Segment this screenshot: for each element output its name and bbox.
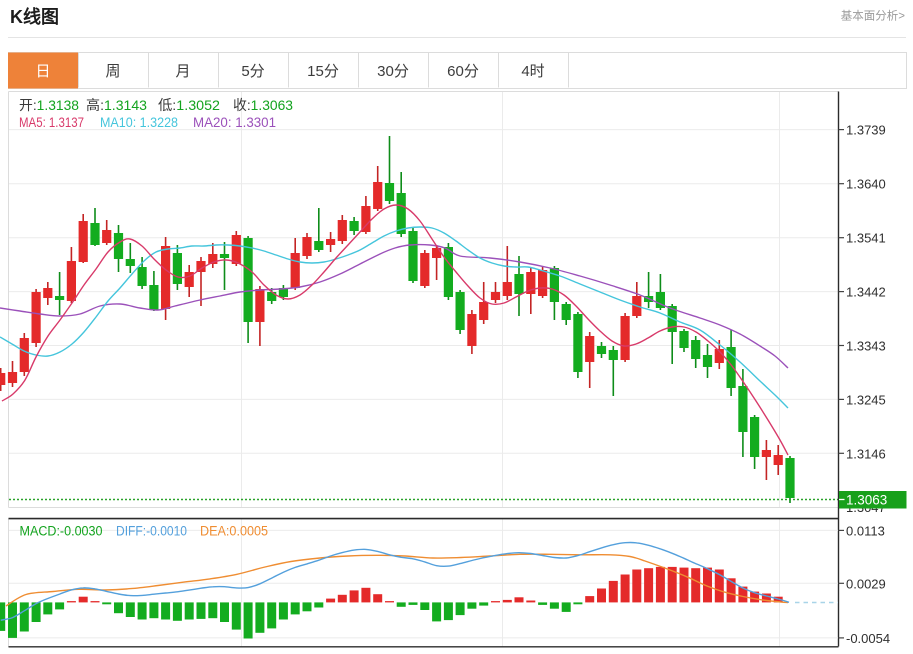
svg-text:1.3541: 1.3541	[846, 231, 886, 246]
svg-text:周: 周	[105, 63, 120, 80]
svg-text:4时: 4时	[521, 63, 544, 80]
svg-text:日: 日	[35, 63, 50, 80]
svg-text:DIFF:-0.0010: DIFF:-0.0010	[116, 524, 187, 539]
svg-text:MA5: 1.3137: MA5: 1.3137	[19, 115, 84, 130]
svg-text:开:1.3138: 开:1.3138	[19, 97, 79, 113]
svg-text:MA10: 1.3228: MA10: 1.3228	[100, 115, 178, 130]
svg-text:1.3739: 1.3739	[846, 123, 886, 138]
svg-text:1.3063: 1.3063	[846, 493, 887, 508]
svg-text:MACD:-0.0030: MACD:-0.0030	[20, 524, 103, 539]
svg-text:月: 月	[175, 63, 190, 80]
svg-text:1.3343: 1.3343	[846, 339, 886, 354]
svg-text:高:1.3143: 高:1.3143	[86, 97, 147, 113]
svg-text:DEA:0.0005: DEA:0.0005	[200, 524, 268, 539]
svg-text:60分: 60分	[447, 63, 479, 80]
svg-text:MA20: 1.3301: MA20: 1.3301	[193, 115, 276, 130]
svg-text:低:1.3052: 低:1.3052	[158, 97, 220, 113]
svg-text:0.0029: 0.0029	[846, 576, 886, 591]
svg-text:15分: 15分	[307, 63, 339, 80]
svg-text:0.0113: 0.0113	[846, 523, 885, 538]
svg-text:收:1.3063: 收:1.3063	[233, 97, 293, 113]
svg-text:-0.0054: -0.0054	[846, 631, 890, 646]
svg-text:1.3146: 1.3146	[846, 446, 886, 461]
svg-text:基本面分析>: 基本面分析>	[841, 9, 905, 23]
svg-text:1.3245: 1.3245	[846, 392, 886, 407]
svg-text:30分: 30分	[377, 63, 409, 80]
svg-text:K线图: K线图	[10, 6, 59, 27]
svg-text:5分: 5分	[241, 63, 264, 80]
svg-text:1.3442: 1.3442	[846, 285, 886, 300]
svg-text:1.3640: 1.3640	[846, 177, 886, 192]
